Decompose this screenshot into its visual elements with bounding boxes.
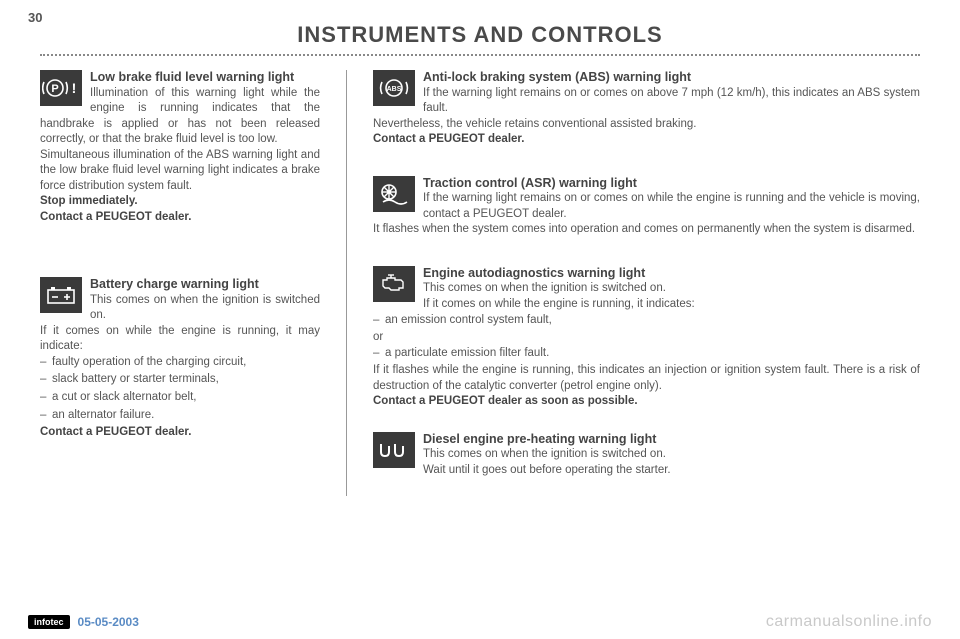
engine-or: or xyxy=(373,330,920,346)
engine-p2: If it comes on while the engine is runni… xyxy=(373,297,920,313)
diesel-p1: This comes on when the ignition is switc… xyxy=(373,447,920,463)
battery-heading: Battery charge warning light xyxy=(40,277,320,293)
engine-bullets: an emission control system fault, xyxy=(373,313,920,329)
abs-p3: Contact a PEUGEOT dealer. xyxy=(373,133,524,145)
abs-warning-icon: ABS xyxy=(373,70,415,106)
battery-bullets: faulty operation of the charging circuit… xyxy=(40,355,320,423)
footer-date: 05-05-2003 xyxy=(78,615,139,629)
section-brake: P ! Low brake fluid level warning light … xyxy=(40,70,320,225)
engine-bullet: an emission control system fault, xyxy=(373,313,920,329)
brake-warning-icon: P ! xyxy=(40,70,82,106)
right-column: ABS Anti-lock braking system (ABS) warni… xyxy=(346,70,920,496)
infotec-badge: infotec xyxy=(28,615,70,629)
battery-bullet: a cut or slack alternator belt, xyxy=(40,390,320,406)
battery-p3: Contact a PEUGEOT dealer. xyxy=(40,426,191,438)
engine-p1: This comes on when the ignition is switc… xyxy=(373,281,920,297)
left-column: P ! Low brake fluid level warning light … xyxy=(40,70,320,496)
asr-p2: It flashes when the system comes into op… xyxy=(373,222,920,238)
asr-warning-icon xyxy=(373,176,415,212)
engine-bullets-2: a particulate emission filter fault. xyxy=(373,346,920,362)
diesel-p2: Wait until it goes out before operating … xyxy=(373,463,920,479)
section-engine: Engine autodiagnostics warning light Thi… xyxy=(373,266,920,410)
battery-bullet: slack battery or starter terminals, xyxy=(40,372,320,388)
engine-p3: If it flashes while the engine is runnin… xyxy=(373,363,920,394)
section-diesel: Diesel engine pre-heating warning light … xyxy=(373,432,920,479)
battery-p1: This comes on when the ignition is switc… xyxy=(40,293,320,324)
asr-heading: Traction control (ASR) warning light xyxy=(373,176,920,192)
brake-p1: Illumination of this warning light while… xyxy=(40,86,320,148)
battery-bullet: faulty operation of the charging circuit… xyxy=(40,355,320,371)
page-footer: infotec 05-05-2003 carmanualsonline.info xyxy=(28,613,932,631)
battery-bullet: an alternator failure. xyxy=(40,408,320,424)
abs-heading: Anti-lock braking system (ABS) warning l… xyxy=(373,70,920,86)
engine-heading: Engine autodiagnostics warning light xyxy=(373,266,920,282)
brake-p3: Stop immediately. xyxy=(40,195,138,207)
section-asr: Traction control (ASR) warning light If … xyxy=(373,176,920,238)
footer-left: infotec 05-05-2003 xyxy=(28,615,139,629)
svg-text:P: P xyxy=(51,83,58,95)
section-battery: Battery charge warning light This comes … xyxy=(40,277,320,440)
engine-warning-icon xyxy=(373,266,415,302)
section-abs: ABS Anti-lock braking system (ABS) warni… xyxy=(373,70,920,148)
content-columns: P ! Low brake fluid level warning light … xyxy=(40,70,920,496)
brake-heading: Low brake fluid level warning light xyxy=(40,70,320,86)
brake-p2: Simultaneous illumination of the ABS war… xyxy=(40,148,320,195)
battery-p2: If it comes on while the engine is runni… xyxy=(40,324,320,355)
engine-p4: Contact a PEUGEOT dealer as soon as poss… xyxy=(373,395,638,407)
battery-warning-icon xyxy=(40,277,82,313)
page-title: INSTRUMENTS AND CONTROLS xyxy=(40,22,920,48)
svg-text:!: ! xyxy=(72,80,77,96)
diesel-heading: Diesel engine pre-heating warning light xyxy=(373,432,920,448)
manual-page: 30 INSTRUMENTS AND CONTROLS P ! Low brak… xyxy=(0,0,960,639)
divider xyxy=(40,54,920,56)
page-number: 30 xyxy=(28,10,42,25)
abs-p2: Nevertheless, the vehicle retains conven… xyxy=(373,117,920,133)
diesel-preheat-icon xyxy=(373,432,415,468)
engine-bullet: a particulate emission filter fault. xyxy=(373,346,920,362)
svg-text:ABS: ABS xyxy=(387,86,402,93)
asr-p1: If the warning light remains on or comes… xyxy=(373,191,920,222)
brake-p4: Contact a PEUGEOT dealer. xyxy=(40,211,191,223)
abs-p1: If the warning light remains on or comes… xyxy=(373,86,920,117)
watermark: carmanualsonline.info xyxy=(766,613,932,631)
